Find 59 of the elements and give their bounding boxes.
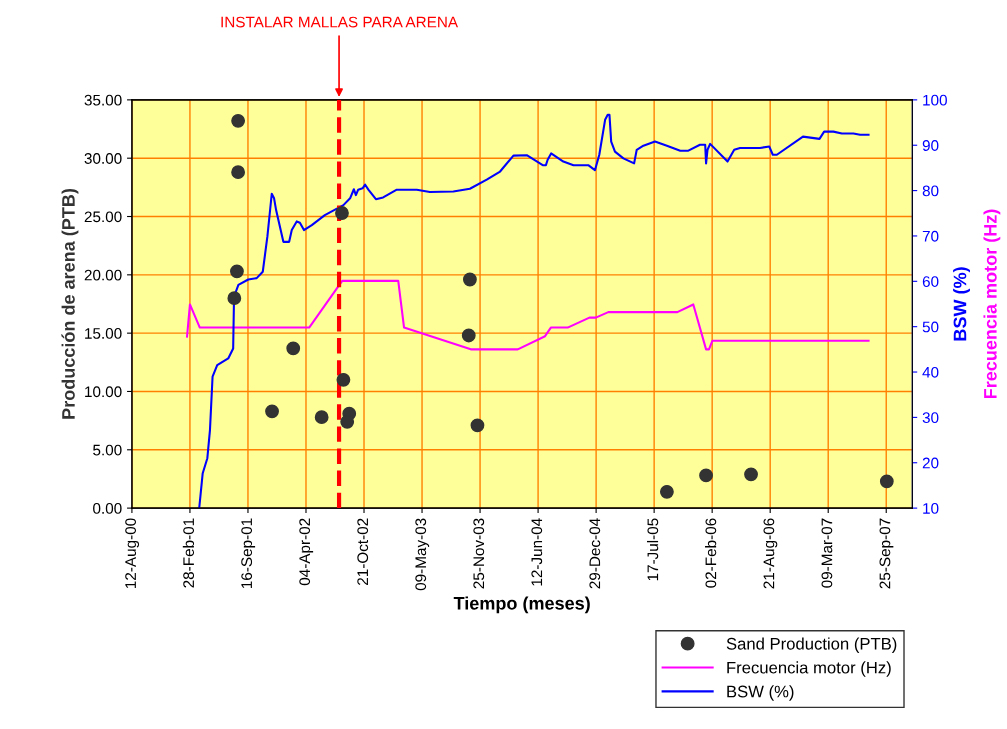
point	[335, 206, 349, 220]
y-tick-label: 30.00	[84, 153, 122, 164]
legend-label: Sand Production (PTB)	[726, 637, 897, 653]
x-axis-title: Tiempo (meses)	[453, 596, 590, 614]
point	[744, 467, 758, 482]
x-tick-label: 09-May-03	[415, 518, 430, 591]
y-tick-label: 20.00	[84, 269, 122, 281]
line-series	[186, 279, 870, 351]
y2-tick-label: 70	[922, 230, 939, 242]
x-tick-label: 12-Aug-00	[125, 518, 140, 589]
y-tick-label: 35.00	[84, 94, 122, 106]
y-tick-label: 10.00	[85, 386, 122, 398]
x-tick-label: 21-Oct-02	[357, 518, 369, 585]
x-tick-label: 16-Sep-01	[241, 518, 256, 589]
x-tick-label: 04-Apr-02	[299, 518, 314, 586]
point	[340, 414, 355, 429]
y2-tick-label: 10	[923, 502, 939, 514]
y2-tick-label: 90	[922, 140, 939, 151]
point	[230, 264, 244, 279]
y3-axis-title: Frecuencia motor (Hz)	[983, 209, 1001, 399]
point	[879, 474, 894, 489]
y2-tick-label: 100	[923, 94, 947, 106]
x-tick-label: 09-Mar-07	[821, 518, 833, 588]
y-tick-label: 0.00	[93, 502, 122, 514]
y2-axis-title: BSW (%)	[953, 267, 970, 341]
ref-line-label: INSTALAR MALLAS PARA ARENA	[221, 16, 459, 28]
x-tick-label: 25-Sep-07	[879, 518, 894, 589]
line-series	[198, 113, 870, 509]
y-tick-label: 25.00	[84, 211, 122, 223]
point	[286, 341, 301, 356]
y2-tick-label: 50	[922, 321, 939, 333]
x-tick-label: 25-Nov-03	[473, 518, 485, 589]
point	[231, 165, 246, 180]
y2-tick-label: 20	[922, 457, 939, 469]
point	[314, 410, 329, 425]
y2-tick-label: 60	[922, 276, 939, 287]
point	[463, 272, 477, 287]
y2-tick-label: 40	[922, 366, 939, 378]
x-tick-label: 12-Jun-04	[531, 518, 543, 586]
legend-label: BSW (%)	[727, 685, 794, 701]
point	[231, 113, 246, 128]
x-tick-label: 28-Feb-01	[182, 518, 195, 588]
point	[699, 468, 713, 483]
y-tick-label: 5.00	[93, 444, 122, 456]
y2-tick-label: 30	[922, 412, 939, 424]
point	[227, 291, 242, 306]
y2-tick-label: 80	[922, 185, 939, 197]
point	[470, 418, 485, 433]
point	[461, 328, 476, 343]
x-tick-label: 21-Aug-06	[763, 518, 778, 589]
x-tick-label: 17-Jul-05	[647, 518, 659, 581]
point	[265, 404, 279, 419]
legend-label: Frecuencia motor (Hz)	[727, 661, 891, 677]
y-axis-title: Producción de arena (PTB)	[61, 189, 79, 419]
x-tick-label: 29-Dec-04	[589, 518, 601, 589]
point	[336, 372, 351, 387]
point	[659, 484, 674, 499]
x-tick-label: 02-Feb-06	[705, 518, 717, 588]
y-tick-label: 15.00	[85, 328, 122, 339]
